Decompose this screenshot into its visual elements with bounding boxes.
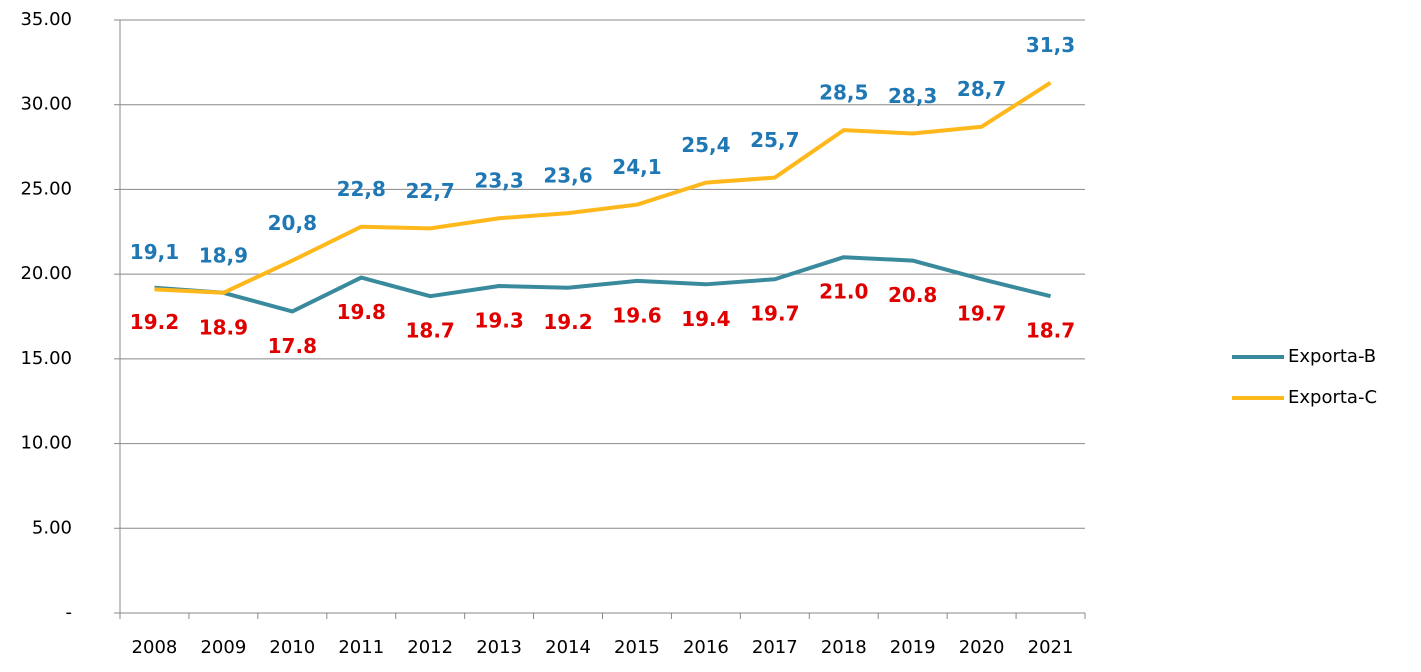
y-tick-label: 35.00 bbox=[20, 9, 72, 30]
data-label: 24,1 bbox=[612, 155, 661, 179]
x-tick-label: 2011 bbox=[338, 637, 384, 658]
x-tick-label: 2020 bbox=[959, 637, 1005, 658]
line bbox=[154, 81, 1052, 295]
x-tick-label: 2017 bbox=[752, 637, 798, 658]
line bbox=[154, 255, 1052, 314]
x-tick-label: 2021 bbox=[1028, 637, 1074, 658]
data-label: 19.8 bbox=[337, 300, 386, 324]
data-label: 19.6 bbox=[612, 303, 661, 327]
data-label: 18.9 bbox=[199, 315, 248, 339]
data-label: 28,3 bbox=[888, 84, 937, 108]
data-label: 19.2 bbox=[130, 310, 179, 334]
data-label: 23,6 bbox=[543, 164, 592, 188]
x-tick-label: 2009 bbox=[200, 637, 246, 658]
data-label: 17.8 bbox=[268, 334, 317, 358]
x-tick-label: 2010 bbox=[269, 637, 315, 658]
y-tick-label: 10.00 bbox=[20, 433, 72, 454]
data-label: 18,9 bbox=[199, 243, 248, 267]
data-label: 31,3 bbox=[1026, 33, 1075, 57]
data-label: 25,4 bbox=[681, 133, 730, 157]
data-label: 19.4 bbox=[681, 307, 730, 331]
data-label: 19.3 bbox=[474, 309, 523, 333]
y-tick-label: 20.00 bbox=[20, 263, 72, 284]
legend-label: Exporta-C bbox=[1288, 387, 1377, 408]
legend-label: Exporta-B bbox=[1288, 346, 1376, 367]
data-label: 20,8 bbox=[268, 211, 317, 235]
y-tick-label: 25.00 bbox=[20, 178, 72, 199]
x-tick-label: 2019 bbox=[890, 637, 936, 658]
data-label: 25,7 bbox=[750, 128, 799, 152]
data-label: 28,5 bbox=[819, 81, 868, 105]
data-label: 21.0 bbox=[819, 280, 868, 304]
data-label: 22,8 bbox=[337, 177, 386, 201]
data-label: 19.2 bbox=[543, 310, 592, 334]
data-label: 19.7 bbox=[957, 302, 1006, 326]
x-tick-label: 2013 bbox=[476, 637, 522, 658]
x-tick-label: 2015 bbox=[614, 637, 660, 658]
y-tick-label: 15.00 bbox=[20, 348, 72, 369]
x-tick-label: 2012 bbox=[407, 637, 453, 658]
data-label: 23,3 bbox=[474, 169, 523, 193]
x-tick-label: 2014 bbox=[545, 637, 591, 658]
x-tick-label: 2018 bbox=[821, 637, 867, 658]
data-label: 19.7 bbox=[750, 302, 799, 326]
y-tick-label: - bbox=[66, 602, 73, 623]
y-tick-label: 30.00 bbox=[20, 94, 72, 115]
data-label: 18.7 bbox=[1026, 319, 1075, 343]
data-label: 28,7 bbox=[957, 77, 1006, 101]
data-label: 22,7 bbox=[405, 179, 454, 203]
data-label: 19,1 bbox=[130, 240, 179, 264]
x-tick-label: 2016 bbox=[683, 637, 729, 658]
x-tick-label: 2008 bbox=[132, 637, 178, 658]
data-label: 20.8 bbox=[888, 283, 937, 307]
y-tick-label: 5.00 bbox=[32, 517, 72, 538]
data-label: 18.7 bbox=[405, 319, 454, 343]
